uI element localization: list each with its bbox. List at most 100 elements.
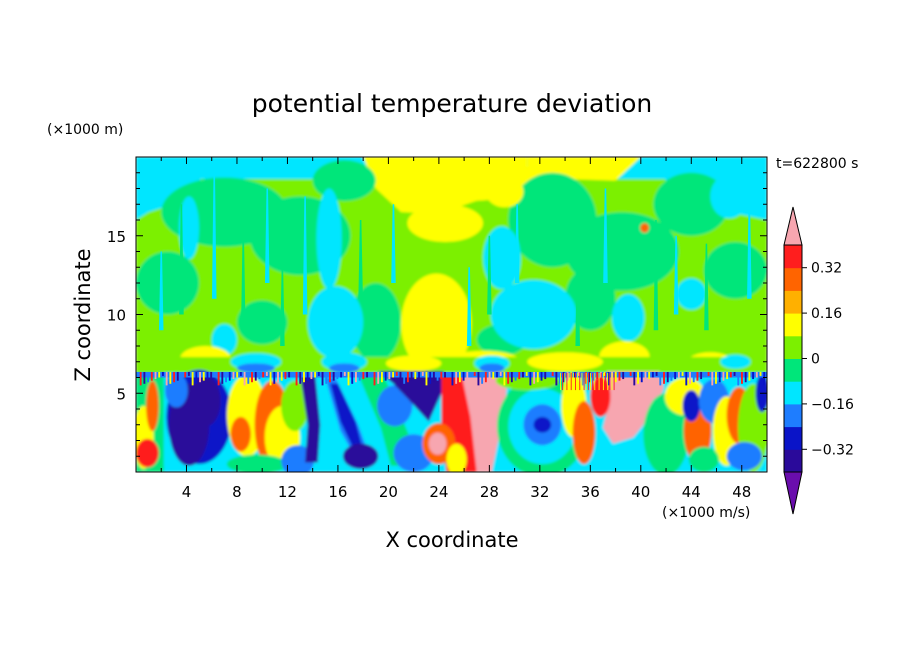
interface-spike bbox=[362, 371, 365, 380]
interface-spike bbox=[421, 371, 424, 376]
y-axis-ticks: 5 10 15 bbox=[107, 172, 767, 457]
colorbar-swatch bbox=[784, 403, 802, 428]
field-blob bbox=[527, 352, 603, 372]
colorbar-swatch bbox=[784, 245, 802, 269]
interface-spike bbox=[414, 371, 417, 380]
interface-spike bbox=[763, 371, 766, 386]
field-blob bbox=[281, 380, 309, 432]
field-blob bbox=[533, 416, 552, 433]
interface-spike bbox=[522, 371, 524, 378]
interface-spike bbox=[347, 371, 350, 386]
interface-spike bbox=[143, 371, 146, 384]
interface-spike bbox=[514, 371, 517, 381]
chart-title: potential temperature deviation bbox=[252, 89, 652, 118]
interface-spike bbox=[670, 371, 673, 381]
colorbar-top-triangle bbox=[783, 206, 803, 246]
interface-ripple bbox=[607, 372, 609, 391]
interface-spike bbox=[280, 371, 283, 381]
interface-spike bbox=[718, 371, 721, 383]
interface-spike bbox=[273, 371, 276, 384]
interface-spike bbox=[176, 371, 179, 381]
interface-ripple bbox=[594, 372, 596, 391]
interface-spike bbox=[755, 371, 758, 378]
interface-spike bbox=[496, 371, 498, 378]
interface-spike bbox=[432, 371, 435, 383]
interface-spike bbox=[499, 371, 502, 376]
field-region bbox=[136, 157, 212, 220]
field-region bbox=[461, 372, 509, 472]
interface-spike bbox=[722, 371, 725, 381]
interface-spike bbox=[663, 371, 665, 384]
field-blob bbox=[226, 454, 288, 472]
colorbar-bottom-triangle bbox=[783, 471, 803, 515]
x-tick-label: 8 bbox=[232, 483, 242, 501]
interface-spike bbox=[451, 371, 454, 386]
interface-spike bbox=[681, 371, 684, 376]
x-tick-label: 28 bbox=[480, 483, 499, 501]
interface-spike bbox=[503, 371, 506, 386]
interface-ripple bbox=[577, 372, 579, 391]
interface-spike bbox=[332, 371, 335, 381]
interface-spike bbox=[136, 371, 138, 376]
field-blob bbox=[190, 375, 221, 427]
field-filament bbox=[514, 204, 520, 283]
interface-spike bbox=[759, 371, 762, 376]
interface-ripple bbox=[583, 372, 585, 391]
interface-spike bbox=[562, 371, 565, 383]
field-blob bbox=[446, 443, 467, 472]
interface-spike bbox=[715, 371, 717, 384]
interface-ripple bbox=[560, 372, 561, 391]
interface-spike bbox=[354, 371, 357, 383]
interface-ripple bbox=[600, 372, 602, 391]
interface-spike bbox=[436, 371, 439, 381]
interface-spike bbox=[744, 371, 747, 383]
field-blob bbox=[572, 401, 596, 465]
field-filament bbox=[158, 251, 164, 331]
interface-spike bbox=[399, 371, 402, 386]
interface-spike bbox=[239, 371, 242, 376]
interface-spike bbox=[340, 371, 343, 378]
interface-spike bbox=[633, 371, 636, 386]
interface-spike bbox=[325, 371, 328, 384]
interface-spike bbox=[447, 371, 450, 376]
interface-spike bbox=[737, 371, 740, 386]
interface-spike bbox=[637, 371, 639, 384]
field-blob bbox=[165, 372, 188, 408]
interface-spike bbox=[329, 371, 331, 383]
interface-spike bbox=[243, 371, 246, 386]
field-blob bbox=[485, 175, 524, 208]
interface-ripple bbox=[564, 372, 566, 391]
interface-spike bbox=[403, 371, 406, 384]
interface-spike bbox=[573, 371, 576, 378]
interface-spike bbox=[392, 371, 395, 378]
interface-spike bbox=[492, 371, 495, 380]
field-blob bbox=[312, 160, 376, 202]
field-blob bbox=[211, 323, 237, 356]
interface-spike bbox=[607, 371, 610, 386]
field-blob bbox=[720, 354, 751, 369]
field-blob bbox=[682, 390, 701, 422]
interface-ripple bbox=[609, 372, 611, 391]
field-filament bbox=[240, 235, 246, 331]
interface-spike bbox=[377, 371, 380, 384]
interface-spike bbox=[622, 371, 625, 380]
y-tick-label: 10 bbox=[107, 307, 126, 325]
interface-spike bbox=[629, 371, 632, 376]
y-units-label: (×1000 m) bbox=[47, 122, 123, 138]
interface-spike bbox=[150, 371, 153, 381]
field-region bbox=[300, 374, 321, 463]
interface-spike bbox=[603, 371, 606, 376]
field-filament bbox=[358, 220, 363, 299]
interface-spike bbox=[440, 371, 443, 380]
interface-spike bbox=[685, 371, 688, 386]
colorbar-swatch bbox=[784, 449, 802, 473]
interface-ripple bbox=[581, 372, 583, 391]
field-blob bbox=[377, 385, 413, 427]
interface-spike bbox=[692, 371, 695, 383]
x-tick-label: 16 bbox=[328, 483, 347, 501]
interface-spike bbox=[674, 371, 677, 380]
interface-spike bbox=[258, 371, 261, 380]
interface-spike bbox=[295, 371, 298, 386]
field-filament bbox=[747, 204, 752, 299]
field-blob bbox=[653, 172, 730, 236]
